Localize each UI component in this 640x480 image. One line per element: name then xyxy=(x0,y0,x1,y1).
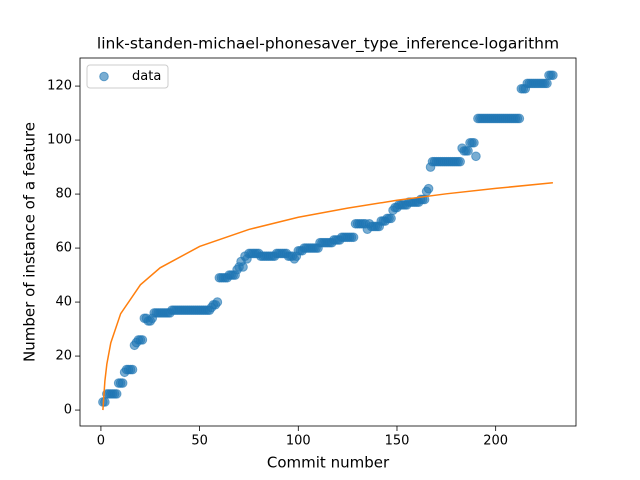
y-tick-label: 40 xyxy=(55,295,72,310)
legend-label: data xyxy=(132,69,161,84)
y-tick-label: 60 xyxy=(55,241,72,256)
data-point xyxy=(137,335,148,345)
x-tick-label: 50 xyxy=(191,434,208,449)
y-tick-label: 100 xyxy=(47,133,72,148)
data-point xyxy=(455,156,465,167)
data-point xyxy=(111,389,122,399)
x-tick-label: 150 xyxy=(385,434,410,449)
y-axis-label: Number of instance of a feature xyxy=(21,122,39,362)
x-tick-label: 0 xyxy=(97,434,105,449)
x-axis-label: Commit number xyxy=(267,454,390,472)
fit-line xyxy=(102,181,553,411)
data-point xyxy=(542,78,552,89)
chart-title: link-standen-michael-phonesaver_type_inf… xyxy=(97,35,559,54)
data-point xyxy=(469,137,479,148)
data-point xyxy=(386,213,396,224)
data-point xyxy=(117,378,128,388)
x-tick-label: 200 xyxy=(483,434,508,449)
data-point xyxy=(127,364,138,375)
data-point xyxy=(212,297,223,307)
data-point xyxy=(471,151,481,162)
x-tick-label: 100 xyxy=(286,434,311,449)
legend-marker xyxy=(99,71,109,82)
data-point xyxy=(463,146,473,156)
data-point xyxy=(423,183,434,194)
data-point xyxy=(514,113,525,124)
data-point xyxy=(548,70,558,81)
data-point xyxy=(238,262,248,272)
plot-frame xyxy=(79,57,577,427)
legend-box xyxy=(86,64,169,89)
y-tick-label: 120 xyxy=(47,79,72,94)
data-point xyxy=(100,397,110,407)
y-tick-label: 0 xyxy=(64,403,72,418)
y-tick-label: 80 xyxy=(55,187,72,202)
y-tick-label: 20 xyxy=(55,349,72,364)
data-point xyxy=(348,232,359,243)
